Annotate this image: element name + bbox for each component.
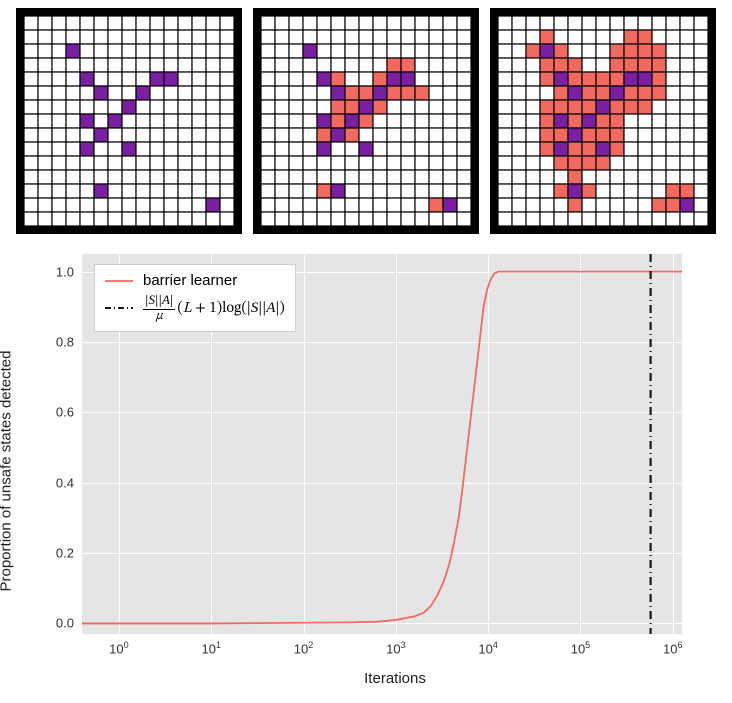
grid-panel-2 bbox=[490, 8, 716, 234]
legend-swatch-dashdot bbox=[105, 302, 133, 314]
ytick-label: 0.2 bbox=[56, 546, 82, 561]
legend-label-bound: |S||A|μ(L + 1)log(|S||A|) bbox=[143, 293, 285, 323]
xtick-label: 101 bbox=[201, 634, 220, 656]
x-axis-label: Iterations bbox=[82, 670, 708, 687]
grid-panel-0 bbox=[16, 8, 242, 234]
plot-area: barrier learner |S||A|μ(L + 1)log(|S||A|… bbox=[82, 254, 682, 634]
legend-row-barrier: barrier learner bbox=[105, 272, 285, 289]
figure: Proportion of unsafe states detected bar… bbox=[8, 8, 724, 695]
grid-panel-1 bbox=[253, 8, 479, 234]
legend-row-bound: |S||A|μ(L + 1)log(|S||A|) bbox=[105, 293, 285, 323]
xtick-label: 105 bbox=[571, 634, 590, 656]
ytick-label: 0.6 bbox=[56, 405, 82, 420]
ytick-label: 0.4 bbox=[56, 475, 82, 490]
ytick-label: 0.0 bbox=[56, 616, 82, 631]
legend: barrier learner |S||A|μ(L + 1)log(|S||A|… bbox=[94, 264, 296, 332]
legend-swatch-line bbox=[105, 275, 133, 287]
legend-label-barrier: barrier learner bbox=[143, 272, 237, 289]
xtick-label: 102 bbox=[294, 634, 313, 656]
xtick-label: 106 bbox=[663, 634, 682, 656]
ytick-label: 1.0 bbox=[56, 264, 82, 279]
y-axis-label: Proportion of unsafe states detected bbox=[0, 350, 15, 591]
xtick-label: 104 bbox=[478, 634, 497, 656]
xtick-label: 103 bbox=[386, 634, 405, 656]
xtick-label: 100 bbox=[109, 634, 128, 656]
chart-container: Proportion of unsafe states detected bar… bbox=[8, 246, 724, 695]
grid-panels-row bbox=[8, 8, 724, 234]
ytick-label: 0.8 bbox=[56, 334, 82, 349]
